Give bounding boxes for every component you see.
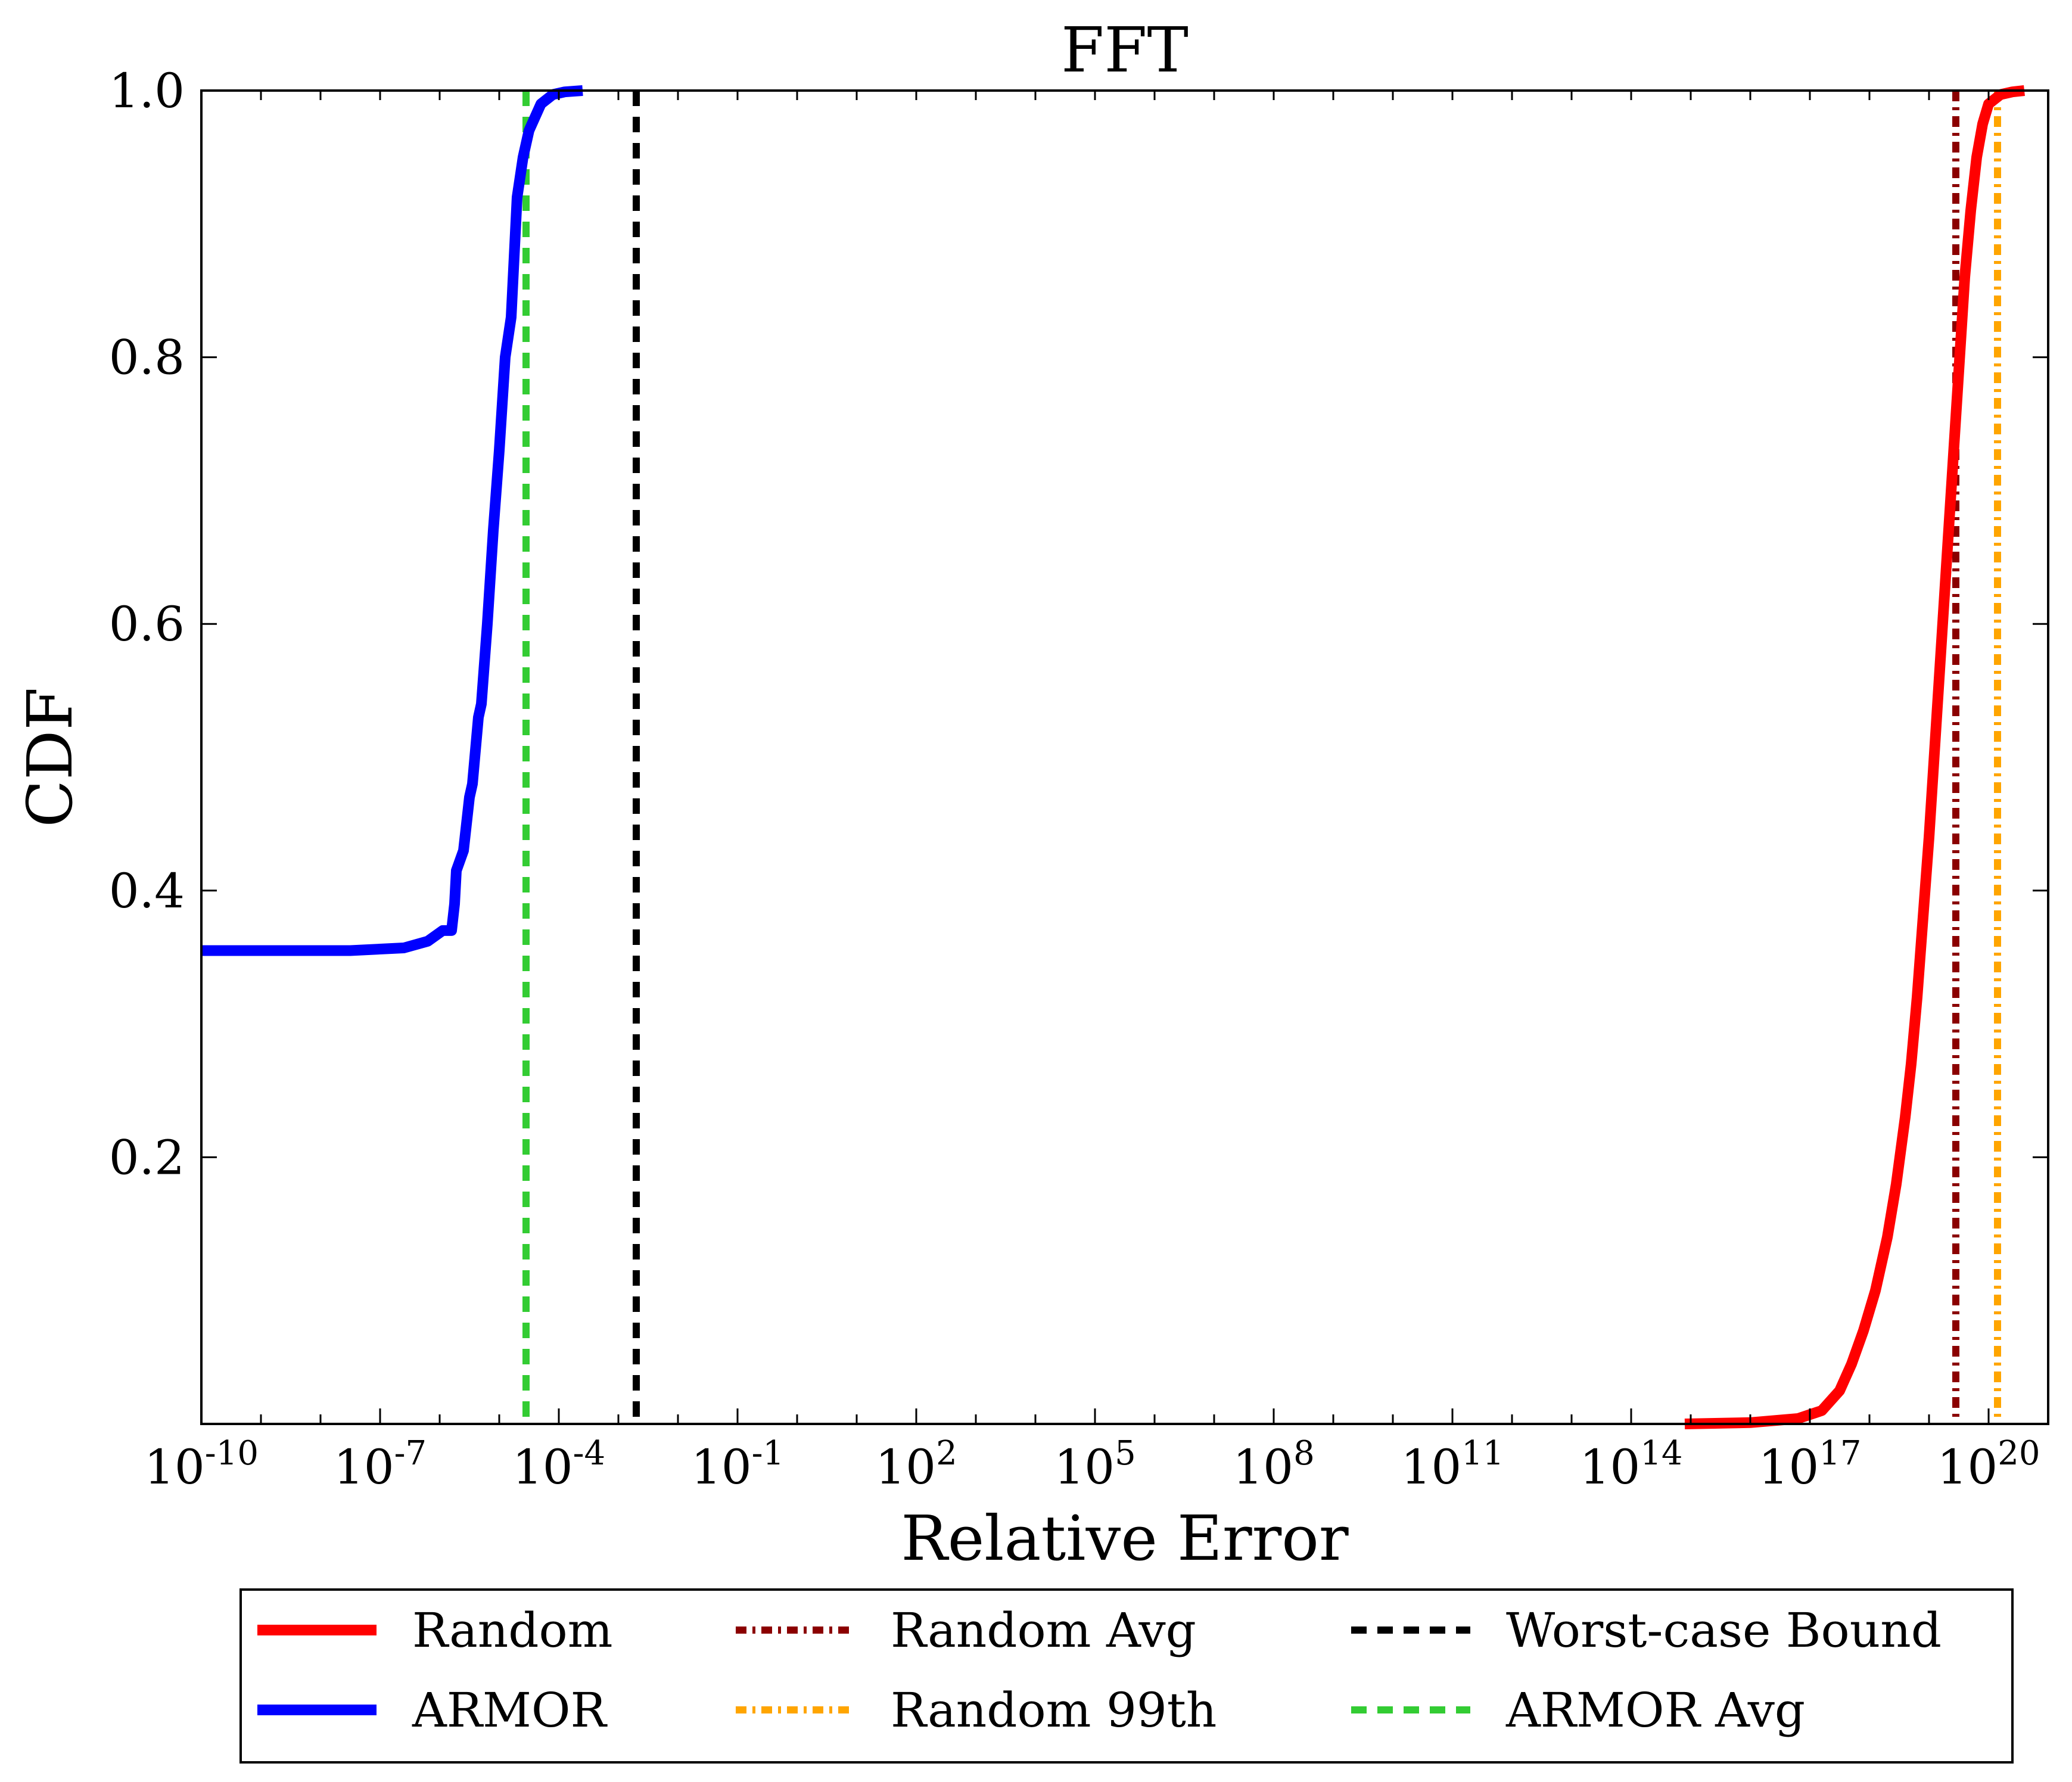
y-tick-label: 0.6: [109, 596, 185, 652]
x-tick-label: 1014: [1579, 1434, 1682, 1495]
legend-label-random: Random: [412, 1603, 613, 1658]
x-tick-label: 10-4: [512, 1434, 605, 1495]
plot-lines: [201, 85, 2025, 1429]
y-tick-label: 0.4: [109, 863, 185, 919]
legend-box: [239, 1588, 2014, 1764]
y-tick-label: 0.8: [109, 330, 185, 385]
x-axis-label: Relative Error: [901, 1502, 1348, 1575]
legend-label-worst-case-bound: Worst-case Bound: [1506, 1603, 1942, 1658]
chart-title: FFT: [1061, 14, 1189, 86]
legend-label-random-avg: Random Avg: [891, 1603, 1196, 1658]
legend: Random Random Avg Worst-case Bound ARMOR Ran…: [239, 1588, 2014, 1764]
legend-label-armor: ARMOR: [412, 1683, 608, 1738]
x-tick-label: 10-1: [691, 1434, 784, 1495]
x-tick-label: 1017: [1758, 1434, 1861, 1495]
x-tick-label: 105: [1054, 1434, 1135, 1495]
series-armor: [201, 85, 583, 956]
legend-label-random-99th: Random 99th: [891, 1683, 1217, 1738]
series-random: [1684, 85, 2025, 1429]
x-tick-label: 1011: [1401, 1434, 1504, 1495]
axis-ticks: 10-10 10-7 10-4 10-1 102 105 108 1011 1014 1017 10…: [109, 63, 2049, 1495]
legend-label-armor-avg: ARMOR Avg: [1505, 1683, 1805, 1738]
y-tick-label: 1.0: [109, 63, 185, 119]
x-tick-label: 102: [875, 1434, 957, 1495]
y-tick-label: 0.2: [109, 1130, 185, 1185]
x-tick-label: 1020: [1937, 1434, 2040, 1495]
y-axis-label: CDF: [14, 687, 86, 827]
x-tick-label: 10-10: [144, 1434, 259, 1495]
x-tick-label: 10-7: [334, 1434, 427, 1495]
plot-frame: [200, 89, 2049, 1425]
x-tick-label: 108: [1233, 1434, 1314, 1495]
